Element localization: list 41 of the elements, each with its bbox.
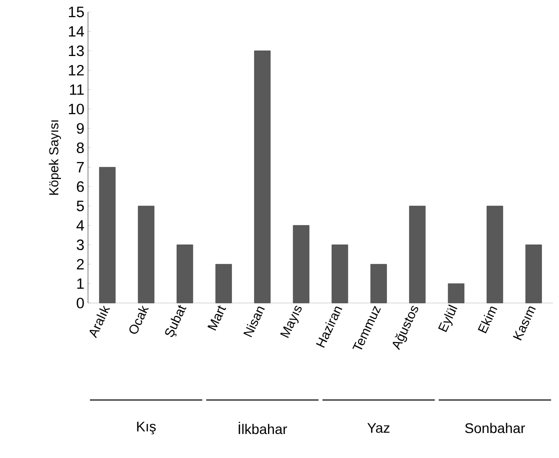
x-tick-label: Nisan [243, 306, 265, 338]
text: İlkbahar [238, 422, 288, 434]
bar [448, 283, 464, 304]
y-tick-label: 15 [68, 6, 84, 18]
y-tick-label: 12 [68, 64, 84, 76]
y-tick-label: 8 [76, 142, 84, 154]
bar [332, 244, 348, 304]
bar [176, 244, 194, 304]
bar [138, 206, 154, 304]
y-tick-label: 9 [76, 123, 84, 134]
y-tick-label: 5 [76, 200, 84, 212]
x-tick-label: Eylül [438, 304, 458, 332]
x-tick-label: Aralık [90, 305, 110, 338]
y-tick-label: 7 [76, 162, 84, 172]
y-tick-label: 3 [76, 239, 84, 250]
y-tick-label: 10 [68, 104, 84, 114]
text: Sonbahar [465, 422, 525, 434]
y-tick-label: 6 [76, 181, 84, 192]
bar [370, 264, 387, 304]
y-tick-label: 11 [70, 84, 84, 95]
bar [409, 206, 426, 304]
bar [292, 225, 310, 304]
x-tick-label: Ekim [478, 306, 498, 334]
text: Yaz [367, 423, 390, 433]
bar [254, 50, 271, 304]
text: Kış [137, 422, 156, 434]
bar [215, 264, 232, 304]
y-tick-label: 2 [76, 258, 84, 270]
x-tick-label: Mayıs [280, 306, 302, 338]
y-tick-label: 0 [76, 298, 84, 308]
y-tick-label: 14 [68, 26, 84, 37]
x-tick-label: Şubat [165, 304, 186, 338]
y-axis-title: Köpek Sayısı [48, 120, 61, 195]
y-tick-label: 4 [76, 220, 84, 231]
bar [99, 167, 116, 304]
y-tick-label: 13 [68, 45, 84, 56]
bar [486, 206, 504, 304]
x-tick-label: Mart [208, 305, 226, 331]
bar [525, 244, 542, 304]
x-tick-label: Ocak [129, 305, 149, 334]
y-tick-label: 1 [77, 278, 84, 289]
